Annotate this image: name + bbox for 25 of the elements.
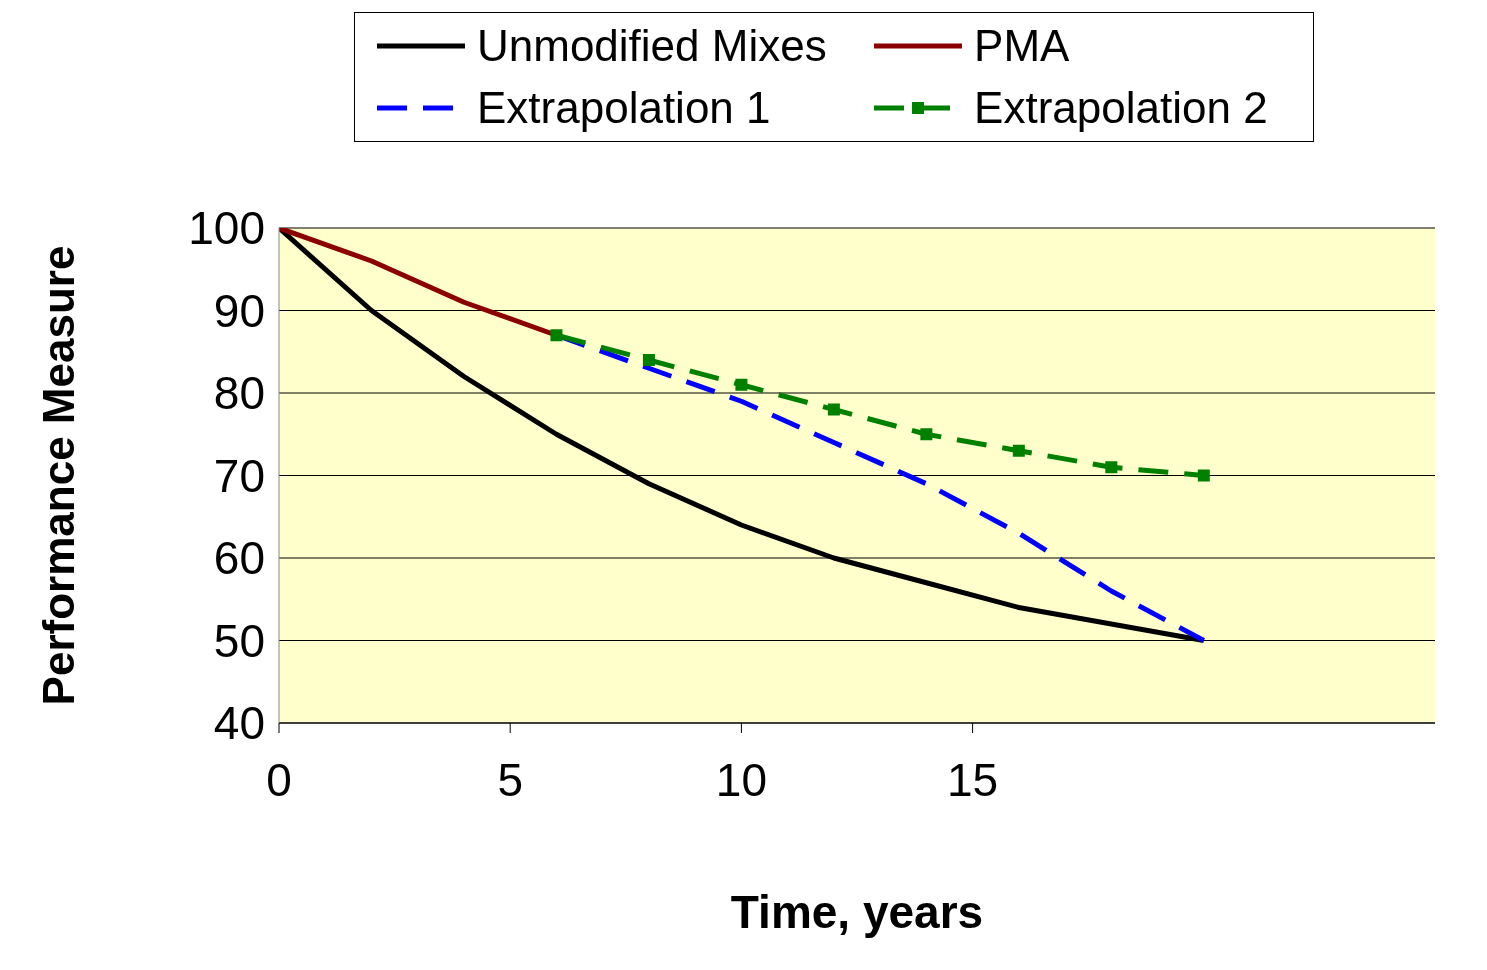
x-axis-title: Time, years <box>730 886 984 938</box>
point <box>642 354 655 366</box>
y-tick-label: 40 <box>213 697 265 750</box>
point <box>1012 444 1025 457</box>
y-axis-title: Performance Measure <box>33 245 83 706</box>
point <box>827 403 840 416</box>
point <box>1105 461 1118 474</box>
legend-label: Extrapolation 1 <box>477 83 771 133</box>
y-tick-label: 80 <box>213 367 265 420</box>
y-tick-label: 70 <box>213 449 265 502</box>
point <box>920 428 933 441</box>
x-tick-label: 15 <box>947 753 999 806</box>
y-tick-label: 50 <box>213 614 265 667</box>
point <box>1197 469 1210 482</box>
x-tick-label: 0 <box>266 753 292 806</box>
y-tick-label: 90 <box>213 284 265 337</box>
legend-label: Unmodified Mixes <box>477 21 827 71</box>
point <box>735 378 748 391</box>
y-tick-label: 60 <box>213 532 265 585</box>
x-tick-label: 10 <box>715 753 767 806</box>
legend-label: PMA <box>974 21 1070 71</box>
y-tick-label: 100 <box>188 202 265 255</box>
point <box>550 329 563 342</box>
legend-label: Extrapolation 2 <box>974 83 1268 133</box>
x-tick-label: 5 <box>497 753 523 806</box>
